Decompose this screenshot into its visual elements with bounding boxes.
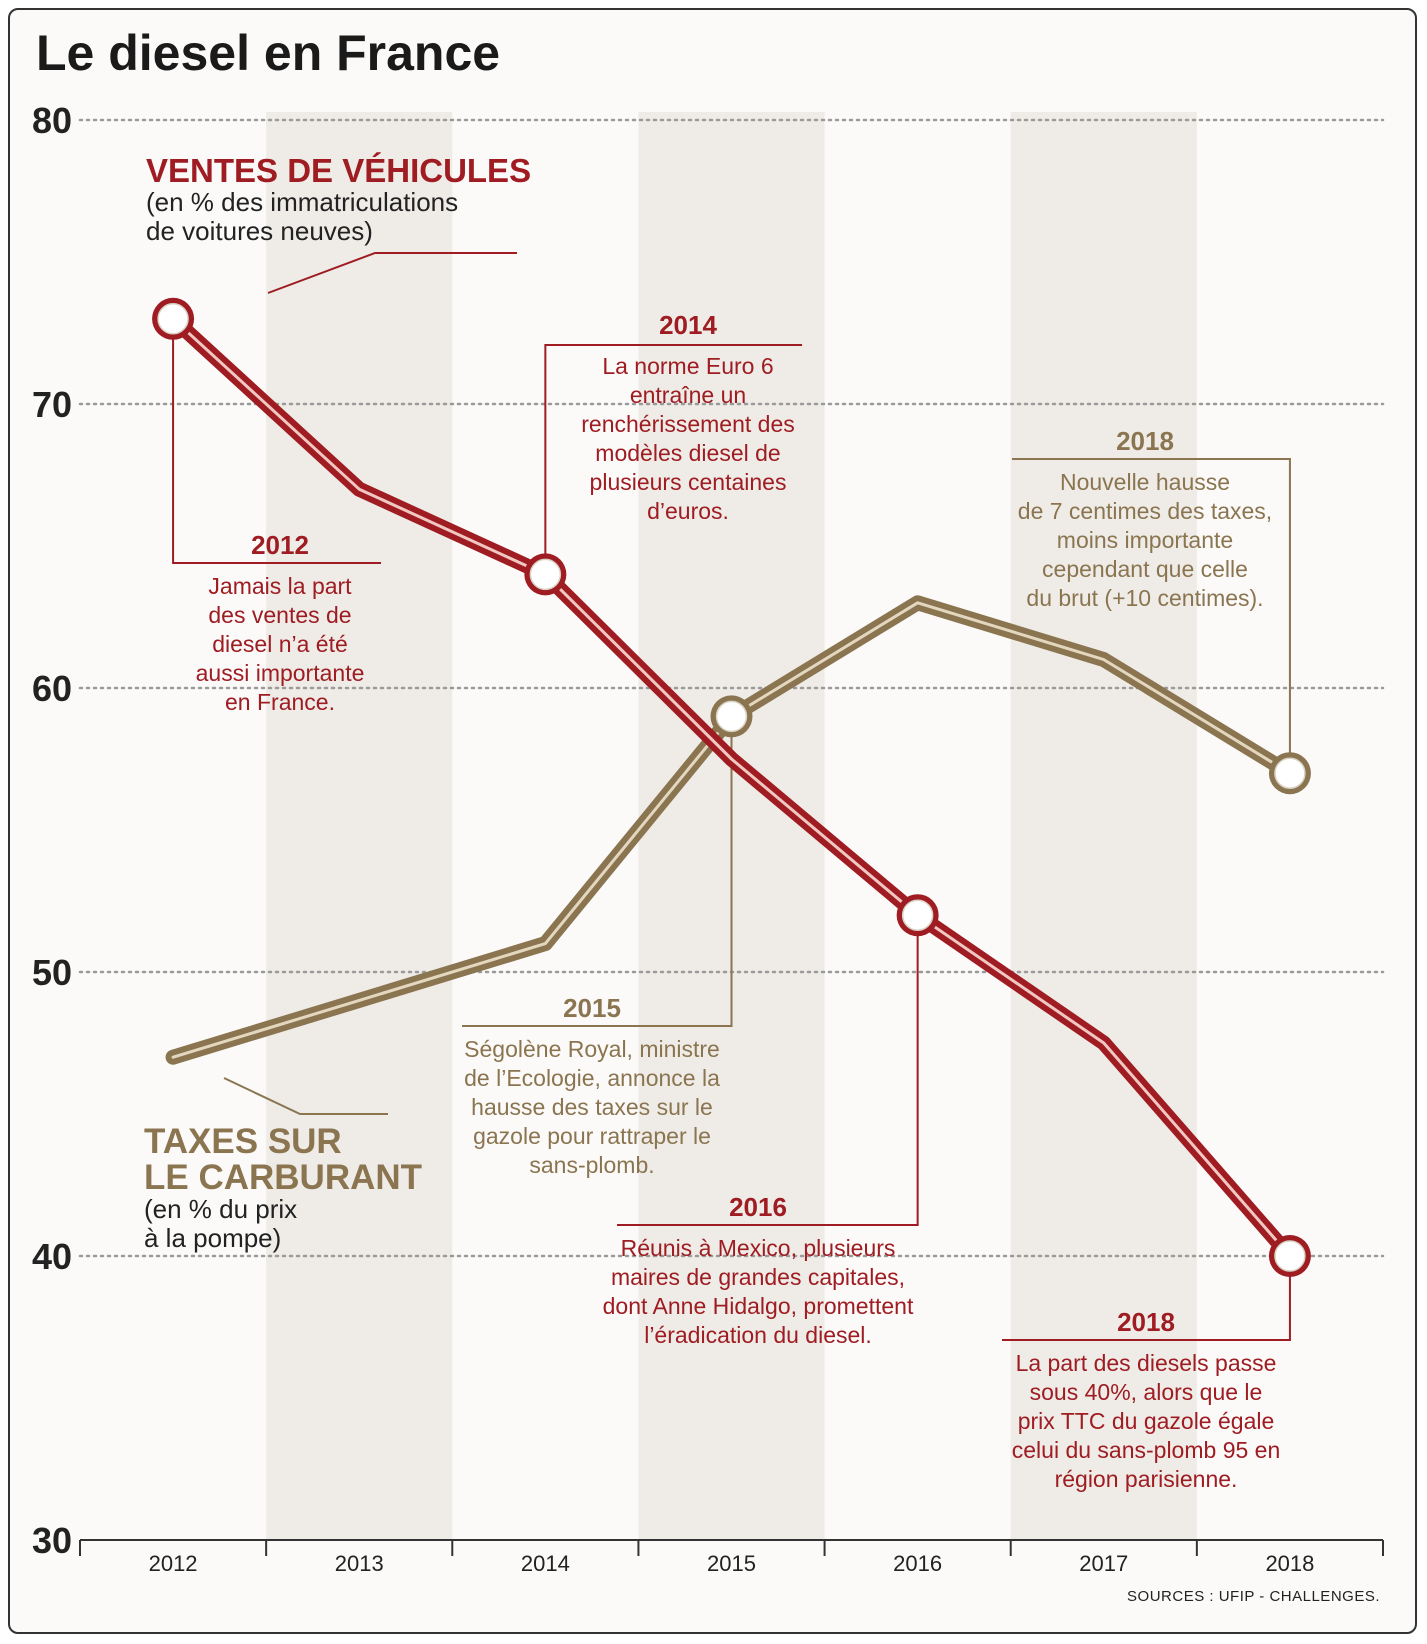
data-point-marker-inner (715, 700, 748, 733)
annotation-2015-line1: Ségolène Royal, ministre (464, 1036, 720, 1062)
data-point-marker-inner (901, 899, 934, 931)
legend-taxes-pointer (223, 1077, 388, 1115)
annotation-2014-line5: plusieurs centaines (590, 469, 787, 495)
series-line-highlight (171, 317, 1292, 1258)
annotation-2016-line2: maires de grandes capitales, (611, 1264, 905, 1290)
annotation-2014-line6: d’euros. (647, 498, 729, 524)
annotation-2018-taxes-line3: moins importante (1057, 527, 1233, 553)
annotation-2015-year: 2015 (563, 993, 621, 1023)
legend-taxes-sub2: à la pompe) (144, 1223, 281, 1253)
x-tick-label: 2018 (1265, 1551, 1314, 1576)
y-axis: 30 40 50 60 70 80 (32, 100, 72, 1561)
column-band (1010, 112, 1197, 1540)
annotation-2012-line3: diesel n’a été (212, 631, 348, 657)
y-tick-label: 80 (32, 100, 72, 141)
annotation-2018-ventes-line3: prix TTC du gazole égale (1018, 1408, 1275, 1434)
x-tick-label: 2015 (707, 1551, 756, 1576)
annotation-2015-line4: gazole pour rattraper le (473, 1123, 711, 1149)
annotation-2012-year: 2012 (251, 530, 309, 560)
source-note: SOURCES : UFIP - CHALLENGES. (1127, 1588, 1380, 1605)
annotation-2012-line1: Jamais la part (208, 573, 352, 599)
legend-ventes-sub2: de voitures neuves) (146, 216, 373, 246)
leader-2018-taxes (1012, 458, 1291, 774)
data-point-marker-inner (529, 558, 562, 591)
legend-taxes: TAXES SUR LE CARBURANT (en % du prix à l… (144, 1122, 422, 1253)
annotation-2012-line5: en France. (225, 689, 335, 715)
annotation-leaders (172, 252, 1291, 1341)
leader-2012 (172, 318, 381, 564)
annotation-2012: 2012 Jamais la part des ventes de diesel… (196, 530, 365, 715)
leader-2014 (544, 344, 802, 575)
legend-ventes-heading: VENTES DE VÉHICULES (146, 152, 531, 189)
annotation-2018-taxes-line2: de 7 centimes des taxes, (1018, 498, 1272, 524)
annotation-2012-line4: aussi importante (196, 660, 365, 686)
annotation-2018-ventes-line2: sous 40%, alors que le (1030, 1379, 1263, 1405)
annotation-2018-taxes-line4: cependant que celle (1042, 556, 1248, 582)
annotation-2018-ventes: 2018 La part des diesels passe sous 40%,… (1012, 1307, 1281, 1492)
column-bands (266, 112, 1197, 1540)
x-axis: 2012 2013 2014 2015 2016 2017 2018 (79, 1539, 1384, 1576)
annotation-2014-line1: La norme Euro 6 (602, 353, 773, 379)
annotation-2016: 2016 Réunis à Mexico, plusieurs maires d… (603, 1192, 914, 1348)
annotation-2018-ventes-line4: celui du sans-plomb 95 en (1012, 1437, 1281, 1463)
x-tick-label: 2012 (149, 1551, 198, 1576)
annotation-2014: 2014 La norme Euro 6 entraîne un renchér… (581, 310, 795, 524)
series-markers (152, 297, 1311, 1277)
annotation-2018-taxes: 2018 Nouvelle hausse de 7 centimes des t… (1018, 426, 1272, 611)
annotation-2014-line4: modèles diesel de (595, 440, 780, 466)
data-point-marker-inner (157, 303, 189, 335)
legend-taxes-heading2: LE CARBURANT (144, 1158, 422, 1197)
annotation-2018-taxes-line1: Nouvelle hausse (1060, 469, 1230, 495)
annotation-2015: 2015 Ségolène Royal, ministre de l’Ecolo… (464, 993, 720, 1178)
legend-ventes-pointer (267, 252, 517, 294)
data-point-marker-inner (1274, 1240, 1306, 1272)
x-tick-label: 2013 (335, 1551, 384, 1576)
chart-title: Le diesel en France (36, 25, 500, 81)
leader-2016 (617, 915, 919, 1226)
annotation-2012-line2: des ventes de (208, 602, 351, 628)
y-tick-label: 60 (32, 668, 72, 709)
annotation-2018-taxes-line5: du brut (+10 centimes). (1026, 585, 1263, 611)
y-tick-label: 50 (32, 952, 72, 993)
annotation-2015-line3: hausse des taxes sur le (471, 1094, 713, 1120)
annotation-2016-year: 2016 (729, 1192, 787, 1222)
leader-2018-ventes (1002, 1256, 1291, 1341)
column-band (266, 112, 453, 1540)
legend-ventes: VENTES DE VÉHICULES (en % des immatricul… (146, 152, 531, 246)
x-tick-label: 2014 (521, 1551, 570, 1576)
x-tick-label: 2017 (1079, 1551, 1128, 1576)
data-point-marker-inner (1274, 757, 1306, 789)
y-tick-label: 30 (32, 1520, 72, 1561)
annotation-2015-line2: de l’Ecologie, annonce la (464, 1065, 720, 1091)
legend-taxes-sub1: (en % du prix (144, 1194, 297, 1224)
annotation-2018-ventes-line5: région parisienne. (1055, 1466, 1238, 1492)
annotation-2014-line3: renchérissement des (581, 411, 795, 437)
legend-ventes-sub1: (en % des immatriculations (146, 187, 458, 217)
y-tick-label: 70 (32, 384, 72, 425)
legend-taxes-heading1: TAXES SUR (144, 1122, 342, 1161)
annotation-2016-line3: dont Anne Hidalgo, promettent (603, 1293, 914, 1319)
annotation-2018-ventes-line1: La part des diesels passe (1016, 1350, 1277, 1376)
annotation-2018-taxes-year: 2018 (1116, 426, 1174, 456)
annotation-2014-year: 2014 (659, 310, 717, 340)
x-tick-label: 2016 (893, 1551, 942, 1576)
annotation-2018-ventes-year: 2018 (1117, 1307, 1175, 1337)
annotation-2016-line4: l’éradication du diesel. (644, 1322, 872, 1348)
annotation-2016-line1: Réunis à Mexico, plusieurs (621, 1235, 896, 1261)
annotation-2014-line2: entraîne un (630, 382, 746, 408)
annotation-2015-line5: sans-plomb. (529, 1152, 654, 1178)
leader-2015 (462, 716, 733, 1027)
y-tick-label: 40 (32, 1236, 72, 1277)
